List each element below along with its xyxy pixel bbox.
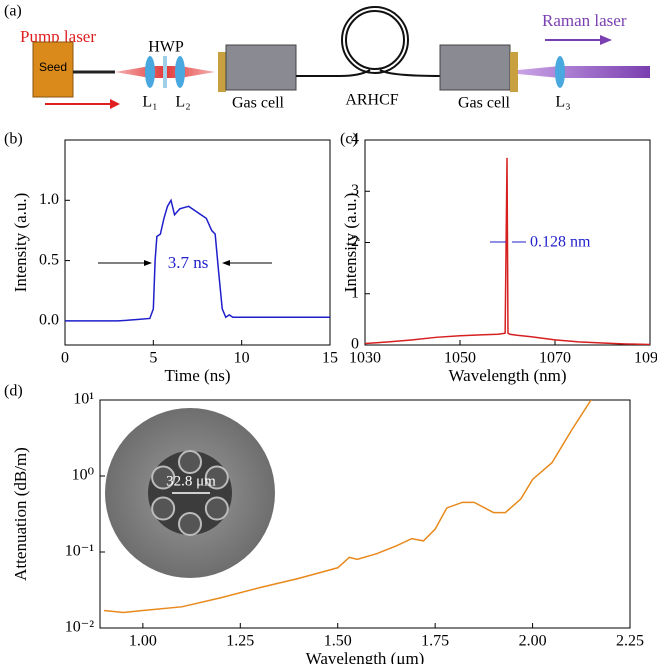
inset-capillary [178,512,202,536]
x-tick-label: 2.00 [519,633,547,650]
plot-frame [99,399,631,629]
pump-arrow-head [110,99,120,109]
annotation: 0.128 nm [530,234,591,251]
fwhm-arrow-head [222,260,230,266]
data-line [103,400,592,614]
fiber-label: ARHCF [345,92,398,109]
fiber-coil [341,6,409,74]
window [510,52,518,92]
gas-cell-label: Gas cell [458,95,511,112]
x-tick-label: 5 [149,350,157,367]
annotation: 3.7 ns [168,253,209,272]
x-axis-label: Wavelength (μm) [306,649,425,664]
seed-label: Seed [39,60,67,74]
x-tick-label: 1030 [349,350,381,367]
y-axis-label: Intensity (a.u.) [11,193,30,293]
panel-label: (d) [4,383,23,400]
gas-cell-label: Gas cell [232,95,285,112]
raman-label: Raman laser [542,11,627,30]
y-tick-label: 10⁻¹ [65,543,94,560]
x-tick-label: 1050 [444,350,476,367]
lens [555,56,565,88]
fiber [339,69,441,77]
hwp [163,56,167,88]
lens [175,56,185,88]
pump-label: Pump laser [20,27,96,46]
gas-cell [225,44,297,91]
x-tick-label: 0 [61,350,69,367]
raman-arrow-head [600,35,612,45]
inset-capillary [204,496,229,521]
y-tick-label: 10¹ [73,391,94,408]
lens-label: L₂ [175,94,190,111]
data-line [365,157,650,345]
x-tick-label: 1.75 [421,633,449,650]
seed-laser [32,41,74,98]
x-tick-label: 1.50 [324,633,352,650]
y-axis-label: Attenuation (dB/m) [11,447,30,581]
lens-label: L₃ [555,94,570,111]
y-tick-label: 0 [351,336,359,353]
y-tick-label: 4 [351,131,359,148]
plot-frame [64,139,331,346]
y-tick-label: 0.0 [39,312,59,329]
x-tick-label: 2.25 [616,633,644,650]
x-tick-label: 1.25 [226,633,254,650]
inset-capillary [151,496,176,521]
y-tick-label: 10⁻² [65,619,94,636]
y-tick-label: 0.5 [39,251,59,268]
fwhm-arrow-head [144,260,152,266]
y-tick-label: 1.0 [39,191,59,208]
x-tick-label: 10 [234,350,250,367]
lens-label: L₁ [142,94,157,111]
inset-capillary [178,450,202,474]
panel-label: (c) [340,131,358,148]
inset-capillary [151,465,176,490]
y-axis-label: Intensity (a.u.) [341,193,360,293]
panel-label: (b) [4,131,23,148]
hwp-label: HWP [148,39,184,56]
y-tick-label: 10⁰ [72,467,94,484]
y-tick-label: 3 [351,182,359,199]
inset-capillary [204,465,229,490]
x-tick-label: 1.00 [129,633,157,650]
x-axis-label: Wavelength (nm) [448,366,566,385]
x-tick-label: 1070 [539,350,571,367]
window [218,52,226,92]
x-tick-label: 15 [322,350,338,367]
gas-cell [439,44,511,91]
fiber-coil [345,10,405,70]
x-axis-label: Time (ns) [165,366,231,385]
panel-label: (a) [4,3,22,20]
annotation: 32.8 μm [166,473,216,489]
raman-beam [518,66,650,78]
setup-diagram: (a) Pump laser Seed HWP L₁ L₂ Gas cell A… [4,3,650,112]
data-line [65,198,330,322]
y-tick-label: 2 [351,233,359,250]
y-tick-label: 1 [351,284,359,301]
lens [145,56,155,88]
